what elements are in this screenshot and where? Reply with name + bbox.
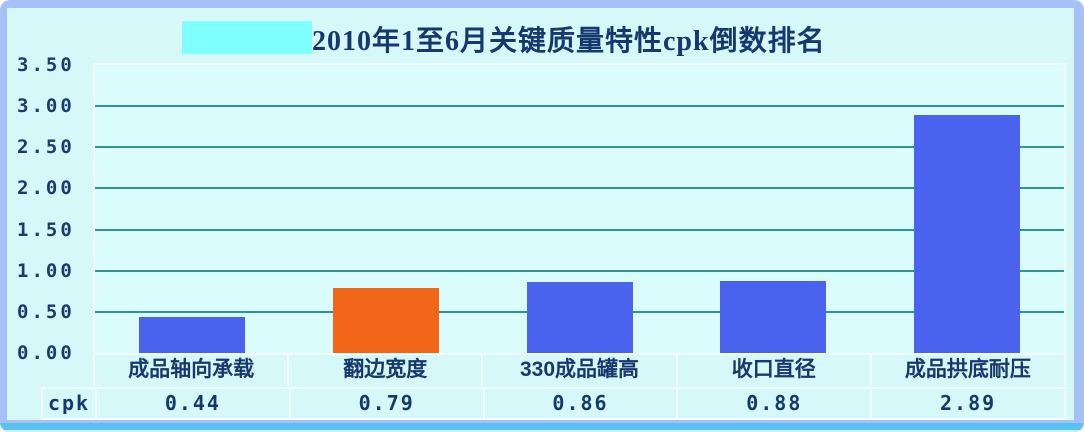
y-tick-label: 0.50 [17,300,75,323]
y-tick-label: 2.00 [17,177,75,200]
cpk-value: 0.88 [676,389,870,418]
gridline [95,228,1064,231]
category-label: 翻边宽度 [287,355,481,385]
gridline [95,187,1064,190]
cpk-value: 0.86 [482,389,677,418]
category-axis-row: 成品轴向承载 翻边宽度 330成品罐高 收口直径 成品拱底耐压 [93,355,1067,385]
gridline [95,146,1064,149]
bottom-edge-line [0,430,1084,432]
gridline [95,269,1064,272]
chart-title: 2010年1至6月关键质量特性cpk倒数排名 [312,26,826,57]
y-tick-label: 1.00 [17,259,75,282]
bar-翻边宽度 [332,288,439,353]
cpk-row-label: cpk [41,389,95,418]
category-label: 成品拱底耐压 [869,355,1067,385]
category-label: 收口直径 [675,355,870,385]
y-tick-label: 3.00 [17,95,75,118]
chart-canvas: 2010年1至6月关键质量特性cpk倒数排名 3.50 3.00 2.50 2.00 1… [7,8,1074,420]
y-tick-label: 2.50 [17,136,75,159]
y-tick-label: 3.50 [17,54,75,76]
category-label: 330成品罐高 [481,355,675,385]
cpk-value: 2.89 [870,389,1066,418]
cpk-value: 0.79 [288,389,483,418]
bar-收口直径 [720,280,827,353]
y-tick-label: 0.00 [17,342,75,364]
bottom-accent-strip [0,423,1084,430]
bar-成品轴向承载 [138,316,245,353]
title-highlight-box [182,21,312,54]
gridline [95,105,1064,108]
cpk-value: 0.44 [95,389,289,418]
cpk-value-row: cpk 0.44 0.79 0.86 0.88 2.89 [41,387,1066,420]
bar-330成品罐高 [526,282,633,353]
bar-成品拱底耐压 [914,115,1021,353]
plot-area [93,63,1066,355]
y-tick-label: 1.50 [17,218,75,241]
category-label: 成品轴向承载 [93,355,287,385]
